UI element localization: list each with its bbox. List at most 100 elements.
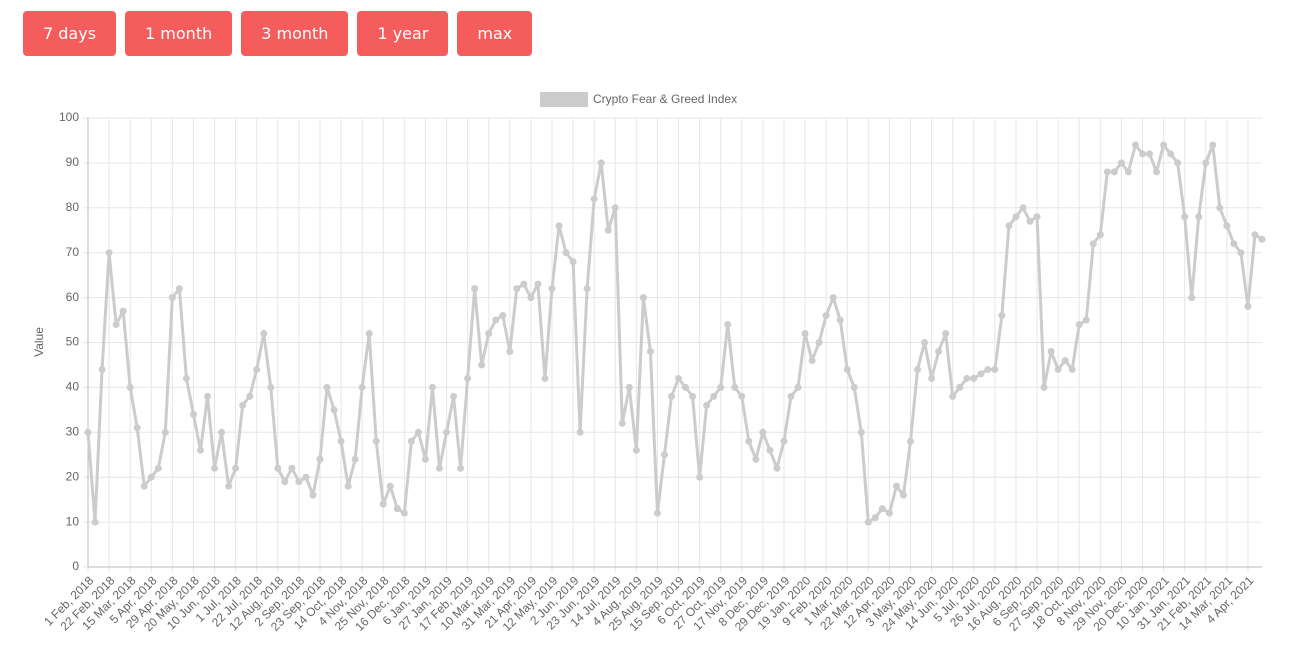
data-point	[407, 437, 415, 445]
data-point	[928, 374, 936, 382]
range-button[interactable]: max	[457, 11, 533, 56]
data-point	[274, 464, 282, 472]
data-point	[949, 392, 957, 400]
data-point	[267, 383, 275, 391]
data-point	[991, 365, 999, 373]
data-point	[225, 482, 233, 490]
data-point	[154, 464, 162, 472]
data-point	[365, 330, 373, 338]
range-button[interactable]: 3 month	[241, 11, 349, 56]
data-point	[344, 482, 352, 490]
data-point	[759, 428, 767, 436]
data-point	[211, 464, 219, 472]
data-point	[541, 374, 549, 382]
data-point	[232, 464, 240, 472]
y-tick-label: 100	[59, 110, 79, 124]
data-point	[281, 478, 289, 486]
data-point	[168, 294, 176, 302]
data-point	[98, 365, 106, 373]
data-point	[288, 464, 296, 472]
data-point	[597, 159, 605, 167]
data-point	[260, 330, 268, 338]
data-point	[653, 509, 661, 517]
data-point	[815, 339, 823, 346]
data-point	[703, 401, 711, 409]
data-point	[998, 312, 1006, 320]
data-point	[492, 316, 500, 324]
data-point	[316, 455, 324, 463]
data-point	[724, 321, 732, 329]
data-point	[710, 392, 718, 400]
data-point	[450, 392, 458, 400]
data-point	[175, 285, 183, 293]
data-point	[513, 285, 521, 293]
data-point	[421, 455, 429, 463]
data-point	[731, 383, 739, 391]
data-point	[1251, 231, 1259, 239]
range-button[interactable]: 1 month	[125, 11, 233, 56]
data-point	[1167, 150, 1175, 158]
data-point	[696, 473, 704, 481]
data-point	[1124, 168, 1132, 176]
data-point	[1075, 321, 1083, 329]
data-point	[506, 347, 514, 355]
data-point	[358, 383, 366, 391]
data-point	[372, 437, 380, 445]
data-point	[1181, 213, 1189, 221]
data-point	[808, 356, 816, 364]
data-point	[780, 437, 788, 445]
data-point	[323, 383, 331, 391]
data-point	[91, 518, 99, 526]
data-point	[752, 455, 760, 463]
y-tick-label: 60	[66, 290, 80, 304]
data-point	[773, 464, 781, 472]
data-point	[253, 365, 261, 373]
legend-swatch	[540, 92, 588, 107]
data-point	[667, 392, 675, 400]
data-point	[386, 482, 394, 490]
data-point	[295, 478, 303, 486]
data-point	[899, 491, 907, 499]
range-button[interactable]: 7 days	[23, 11, 117, 56]
data-point	[618, 419, 626, 427]
data-point	[1131, 141, 1139, 149]
y-tick-label: 70	[66, 245, 80, 259]
data-point	[161, 428, 169, 436]
data-point	[1061, 356, 1069, 364]
data-point	[105, 249, 113, 257]
data-point	[218, 428, 226, 436]
data-point	[189, 410, 197, 418]
data-point	[499, 312, 507, 320]
data-point	[921, 339, 929, 346]
data-point	[977, 370, 985, 378]
data-point	[302, 473, 310, 481]
range-button[interactable]: 1 year	[357, 11, 449, 56]
data-point	[1188, 294, 1196, 302]
data-point	[843, 365, 851, 373]
data-point	[140, 482, 148, 490]
data-point	[379, 500, 387, 508]
data-point	[682, 383, 690, 391]
data-point	[182, 374, 190, 382]
data-point	[1068, 365, 1076, 373]
data-point	[984, 365, 992, 373]
data-point	[639, 294, 647, 302]
data-point	[646, 347, 654, 355]
data-point	[590, 195, 598, 203]
data-point	[1174, 159, 1182, 167]
data-point	[829, 294, 837, 302]
data-point	[857, 428, 865, 436]
data-point	[914, 365, 922, 373]
data-point	[970, 374, 978, 382]
data-point	[604, 226, 612, 234]
data-point	[330, 406, 338, 414]
data-point	[1209, 141, 1217, 149]
data-point	[126, 383, 134, 391]
data-point	[1138, 150, 1146, 158]
data-point	[555, 222, 563, 230]
data-point	[1244, 303, 1252, 311]
data-point	[892, 482, 900, 490]
data-point	[133, 424, 141, 432]
data-point	[1160, 141, 1168, 149]
data-point	[1216, 204, 1224, 212]
